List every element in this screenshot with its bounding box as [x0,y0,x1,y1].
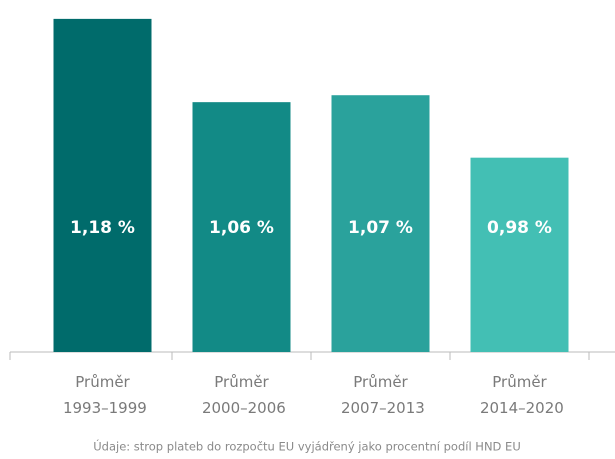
bar [192,102,291,352]
bar [53,18,152,352]
x-tick-label-line: Průměr [214,373,269,391]
x-tick-label-line: Průměr [75,373,130,391]
x-tick-label: Průměr 2014–2020 [475,373,564,417]
value-label: 1,06 % [209,218,274,238]
x-tick-label: Průměr 1993–1999 [58,373,147,417]
x-tick-label-line: Průměr [492,373,547,391]
bar [331,95,430,352]
value-label: 1,07 % [348,218,413,238]
x-tick-label-line: 2014–2020 [475,399,564,417]
x-tick-label-line: 1993–1999 [58,399,147,417]
x-tick-label-line: Průměr [353,373,408,391]
bar [470,157,569,352]
value-label: 1,18 % [70,218,135,238]
value-label: 0,98 % [487,218,552,238]
x-tick-label: Průměr 2007–2013 [336,373,425,417]
x-tick-label: Průměr 2000–2006 [197,373,286,417]
x-tick-label-line: 2000–2006 [197,399,286,417]
footnote: Údaje: strop plateb do rozpočtu EU vyjád… [93,439,521,454]
x-tick-label-line: 2007–2013 [336,399,425,417]
